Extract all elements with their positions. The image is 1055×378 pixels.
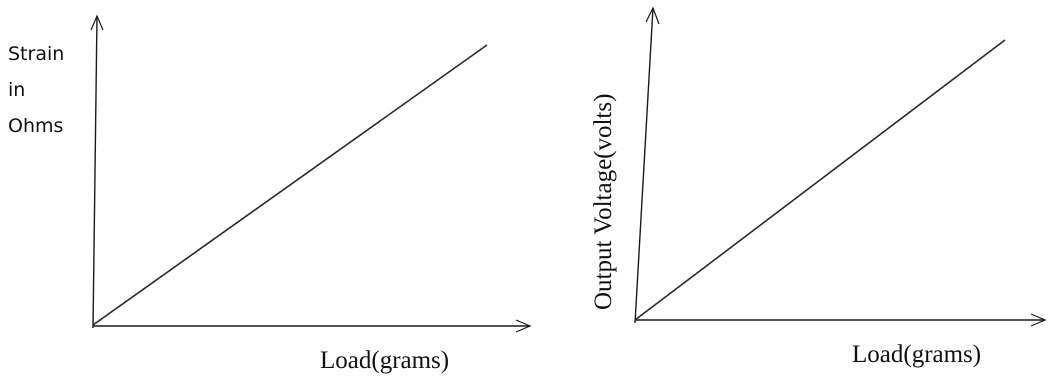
right-y-axis-arrow: [645, 6, 660, 25]
right-y-axis: [634, 7, 654, 324]
left-y-label-line-3: Ohms: [8, 115, 63, 137]
right-x-axis-arrow: [1030, 313, 1047, 327]
right-series-line: [634, 39, 1006, 321]
left-series-line: [92, 44, 488, 326]
voltage-vs-load-chart: Output Voltage(volts) Load(grams): [590, 6, 1047, 368]
left-x-label: Load(grams): [320, 347, 449, 374]
right-y-label: Output Voltage(volts): [590, 94, 617, 310]
left-y-axis: [92, 15, 98, 329]
left-y-label-line-2: in: [8, 79, 25, 101]
right-x-label: Load(grams): [852, 341, 981, 368]
strain-vs-load-chart: Strain in Ohms Load(grams): [8, 14, 532, 374]
left-y-label-line-1: Strain: [8, 43, 64, 65]
left-x-axis-arrow: [515, 319, 532, 333]
left-y-axis-arrow: [90, 14, 104, 31]
